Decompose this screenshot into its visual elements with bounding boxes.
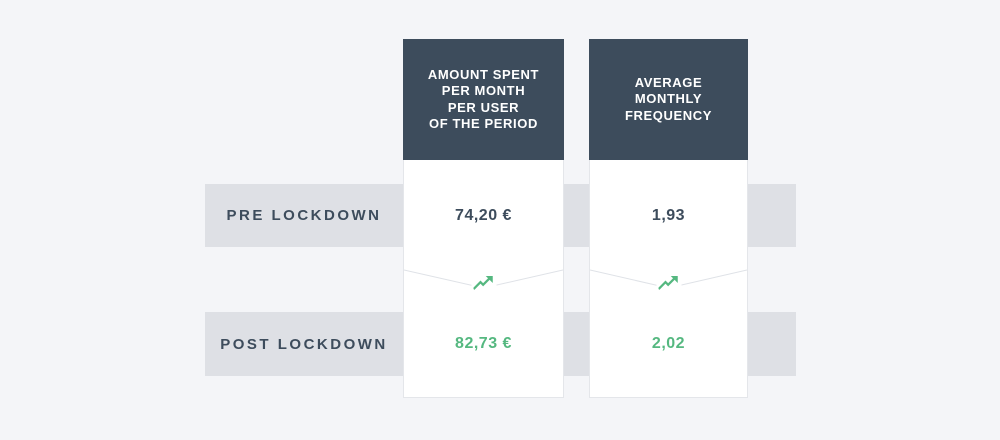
metric-card-amount-spent: AMOUNT SPENT PER MONTH PER USER OF THE P… xyxy=(403,39,564,398)
header-line: FREQUENCY xyxy=(624,107,713,123)
column-header-frequency: AVERAGE MONTHLY FREQUENCY xyxy=(589,39,748,160)
value-frequency-post-lockdown: 2,02 xyxy=(651,335,686,352)
trend-divider xyxy=(404,266,563,302)
value-amount-pre-lockdown: 74,20 € xyxy=(455,206,512,224)
trending-up-icon xyxy=(656,273,681,293)
row-label-pre-lockdown: PRE LOCKDOWN xyxy=(226,207,382,224)
header-line: AMOUNT SPENT xyxy=(427,66,540,82)
value-amount-post-lockdown: 82,73 € xyxy=(455,335,512,352)
trending-up-icon xyxy=(471,273,496,293)
metric-card-frequency: AVERAGE MONTHLY FREQUENCY 1,93 2,02 xyxy=(589,39,748,398)
header-line: MONTHLY xyxy=(634,91,703,107)
header-line: AVERAGE xyxy=(634,74,703,90)
header-line: PER USER xyxy=(447,99,520,115)
column-header-amount-spent: AMOUNT SPENT PER MONTH PER USER OF THE P… xyxy=(403,39,564,160)
header-line: OF THE PERIOD xyxy=(429,116,538,131)
card-body-frequency: 1,93 2,02 xyxy=(589,160,748,398)
trend-divider xyxy=(590,266,747,302)
card-body-amount-spent: 74,20 € 82,73 € xyxy=(403,160,564,398)
header-line: PER MONTH xyxy=(441,83,526,98)
value-frequency-pre-lockdown: 1,93 xyxy=(651,206,686,224)
row-label-post-lockdown: POST LOCKDOWN xyxy=(220,335,388,353)
